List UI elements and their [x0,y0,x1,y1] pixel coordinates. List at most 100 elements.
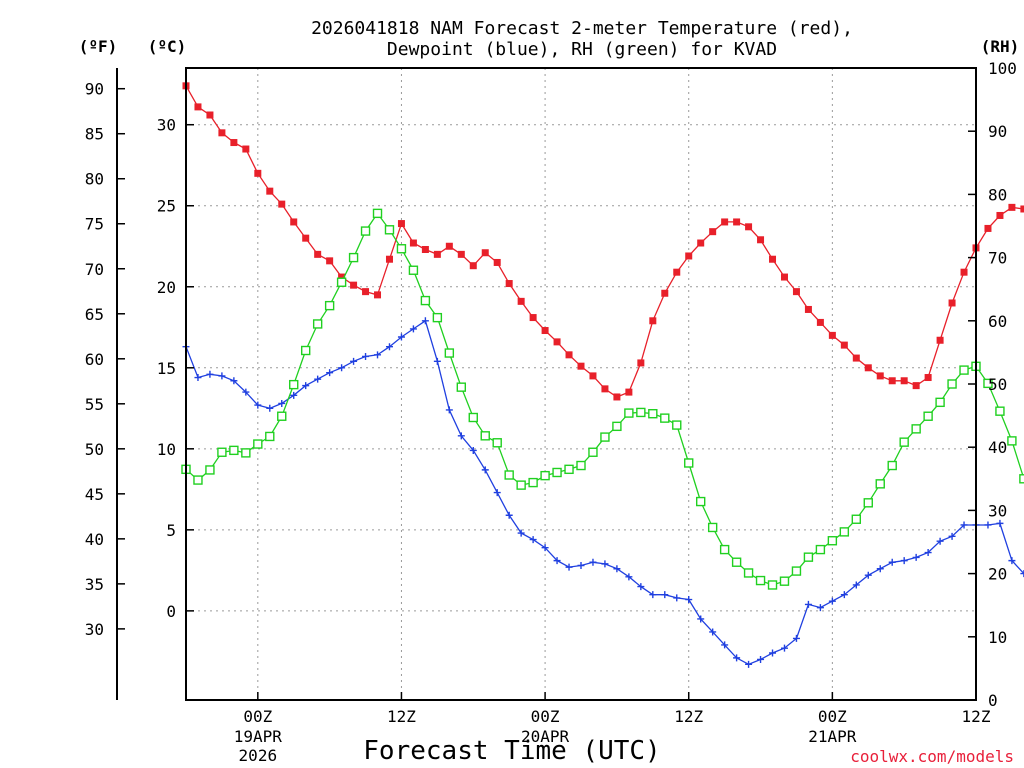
dewpoint-point [218,372,226,380]
celsius-unit-label: (ºC) [148,37,187,56]
dewpoint-point [290,391,298,399]
rh-tick-label: 60 [988,312,1007,331]
rh-point [540,470,550,481]
dewpoint-point [338,364,346,372]
rh-point [636,407,646,418]
temperature-point [900,377,908,385]
dewpoint-series-line [185,319,1024,666]
dewpoint-point [673,594,681,602]
rh-point [528,477,538,488]
rh-point [205,465,215,475]
temperature-point [936,336,944,344]
dewpoint-point [421,317,429,325]
fahrenheit-tick-label: 35 [85,575,104,594]
temperature-point [1020,205,1024,213]
rh-point [731,557,742,567]
temperature-point [433,250,441,258]
dewpoint-point [852,581,860,589]
dewpoint-point [457,432,465,440]
fahrenheit-tick-label: 85 [85,125,104,144]
fahrenheit-unit-label: (ºF) [79,37,118,56]
temperature-point [601,385,609,393]
dewpoint-point [769,649,777,657]
temperature-point [290,218,298,226]
rh-point [1007,436,1017,446]
dewpoint-point [613,565,621,573]
temperature-point [505,280,513,288]
temperature-point [912,382,920,390]
rh-tick-label: 90 [988,122,1007,141]
dewpoint-point [780,644,788,652]
dewpoint-point [314,375,322,383]
temperature-point [397,220,405,228]
fahrenheit-tick-label: 30 [85,620,104,639]
dewpoint-point [828,597,836,605]
temperature-point [350,281,358,289]
dewpoint-point [948,532,956,540]
rh-point [300,345,311,356]
rh-point [588,447,598,457]
fahrenheit-tick-label: 75 [85,215,104,234]
rh-point [1019,474,1024,484]
rh-tick-label: 80 [988,185,1007,204]
dewpoint-point [721,641,729,649]
rh-point [241,448,251,458]
dewpoint-point [996,519,1004,527]
dewpoint-point [374,351,382,359]
dewpoint-point [541,544,549,552]
celsius-tick-label: 15 [157,359,176,378]
credit-text: coolwx.com/models [850,747,1014,766]
rh-point [217,447,227,457]
rh-point [372,208,383,219]
temperature-point [194,103,202,111]
temperature-point [625,388,633,396]
rh-point [779,576,790,586]
temperature-point [996,211,1004,219]
temperature-point [242,145,250,153]
temperature-point [673,268,681,276]
x-axis-label: Forecast Time (UTC) [363,736,660,766]
dewpoint-point [924,549,932,557]
rh-point [707,522,718,533]
temperature-point [421,245,429,253]
rh-point [312,319,323,329]
temperature-point [589,372,597,380]
temperature-point [385,255,393,263]
dewpoint-point [577,561,585,569]
rh-point [229,445,239,456]
temperature-point [553,338,561,346]
rh-unit-label: (RH) [981,37,1020,56]
rh-point [384,225,395,235]
dewpoint-point [409,325,417,333]
rh-point [983,378,993,389]
rh-point [672,420,682,430]
dewpoint-point [493,489,501,497]
celsius-tick-label: 5 [166,521,176,540]
rh-point [420,295,431,306]
dewpoint-point [266,404,274,412]
dewpoint-point [397,333,405,341]
temperature-point [541,327,549,335]
rh-point [755,575,766,586]
rh-tick-label: 40 [988,438,1007,457]
dewpoint-point [194,374,202,382]
dewpoint-point [553,557,561,565]
temperature-point [577,362,585,370]
fahrenheit-tick-label: 90 [85,80,104,99]
rh-point [875,479,885,489]
rh-point [959,365,969,375]
dewpoint-point [792,634,800,642]
temperature-point [685,252,693,260]
temperature-point [804,305,812,313]
temperature-point [362,288,370,296]
temperature-point [374,291,382,299]
temperature-point [769,255,777,263]
dewpoint-point [254,401,262,409]
dewpoint-point [385,343,393,351]
fahrenheit-tick-label: 60 [85,350,104,369]
dewpoint-point [936,537,944,545]
rh-point [432,312,443,323]
rh-point [743,568,754,578]
dewpoint-point [745,660,753,668]
rh-point [684,458,694,468]
